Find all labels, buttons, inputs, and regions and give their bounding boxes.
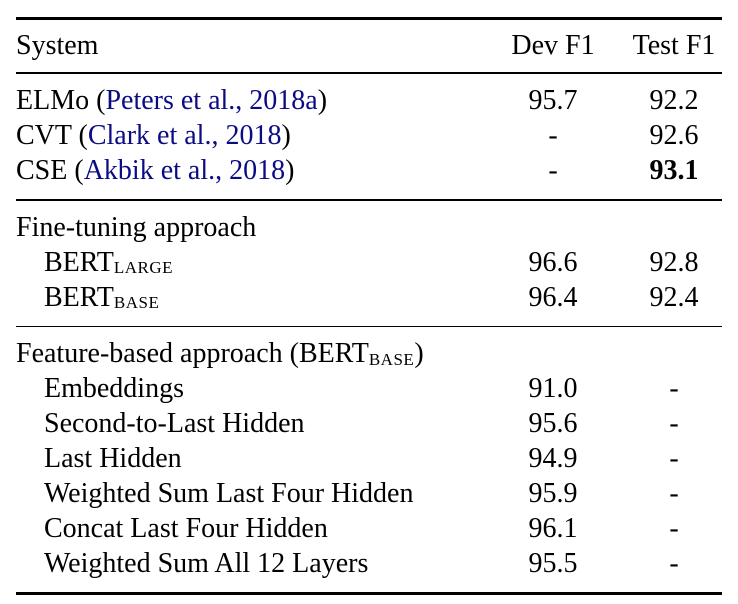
test-f1-value: 92.8 (649, 246, 699, 278)
dev-f1-value: 94.9 (528, 443, 578, 475)
model-size-subscript: BASE (368, 349, 415, 369)
table-row-weighted-sum-all-12: Weighted Sum All 12 Layers 95.5 - (16, 546, 722, 581)
close-paren: ) (281, 120, 291, 151)
top-rule (16, 17, 722, 20)
model-name: BERT (44, 281, 114, 313)
dev-f1-value: 95.9 (528, 478, 578, 510)
section-title-text: Feature-based approach (BERT (16, 338, 369, 370)
system-label: Embeddings (44, 373, 184, 405)
section-rule-2 (16, 325, 722, 328)
test-f1-value-best: 93.1 (649, 155, 699, 186)
close-paren: ) (317, 85, 328, 116)
test-f1-value: - (669, 373, 679, 405)
bottom-rule (16, 592, 722, 596)
table-row-bert-base: BERTBASE 96.4 92.4 (16, 280, 722, 315)
section-title-row-feature-based: Feature-based approach (BERTBASE) (16, 336, 722, 371)
dev-f1-value: - (548, 120, 558, 151)
system-name: CSE ( (16, 155, 84, 186)
table-row-bert-large: BERTLARGE 96.6 92.8 (16, 245, 722, 280)
system-label: BERTLARGE (16, 245, 505, 280)
dev-f1-value: - (548, 155, 558, 186)
model-size-subscript: BASE (113, 293, 160, 313)
section-title: Feature-based approach (BERTBASE) (16, 336, 505, 371)
section-feature-based: Feature-based approach (BERTBASE) Embedd… (16, 327, 722, 592)
system-label: ELMo (Peters et al., 2018a) (16, 83, 505, 118)
dev-f1-value: 91.0 (528, 373, 578, 405)
test-f1-value: 92.6 (649, 120, 699, 151)
test-f1-value: - (669, 478, 679, 510)
system-label: BERTBASE (16, 280, 505, 315)
table-header-row: System Dev F1 Test F1 (16, 20, 722, 72)
section-rule-1 (16, 199, 722, 201)
dev-f1-value: 95.6 (528, 408, 578, 440)
section-title-row-fine-tuning: Fine-tuning approach (16, 210, 722, 245)
table-row-second-to-last-hidden: Second-to-Last Hidden 95.6 - (16, 406, 722, 441)
system-label: Last Hidden (44, 443, 182, 475)
system-label: CSE (Akbik et al., 2018) (16, 153, 505, 188)
table-row-embeddings: Embeddings 91.0 - (16, 371, 722, 406)
table-row-last-hidden: Last Hidden 94.9 - (16, 441, 722, 476)
section-title: Fine-tuning approach (16, 211, 257, 243)
section-fine-tuning: Fine-tuning approach BERTLARGE 96.6 92.8… (16, 201, 722, 326)
citation-link-peters-2018a[interactable]: Peters et al., 2018a (105, 85, 318, 116)
table-row-cse: CSE (Akbik et al., 2018) - 93.1 (16, 153, 722, 188)
col-header-test-f1: Test F1 (632, 30, 716, 61)
system-name: CVT ( (16, 120, 88, 151)
test-f1-value: 92.2 (649, 85, 699, 116)
dev-f1-value: 96.1 (528, 513, 578, 545)
header-rule (16, 72, 722, 74)
col-header-system: System (16, 30, 99, 61)
test-f1-value: - (669, 408, 679, 440)
section-prior-work: ELMo (Peters et al., 2018a) 95.7 92.2 CV… (16, 74, 722, 199)
model-size-subscript: LARGE (113, 258, 174, 278)
model-name: BERT (44, 246, 114, 278)
system-label: Weighted Sum All 12 Layers (44, 548, 369, 580)
system-label: Concat Last Four Hidden (44, 513, 328, 545)
table-row-elmo: ELMo (Peters et al., 2018a) 95.7 92.2 (16, 83, 722, 118)
dev-f1-value: 95.7 (528, 85, 578, 116)
close-paren: ) (285, 155, 295, 186)
test-f1-value: 92.4 (649, 281, 699, 313)
test-f1-value: - (669, 513, 679, 545)
table-row-concat-last-four: Concat Last Four Hidden 96.1 - (16, 511, 722, 546)
results-table: System Dev F1 Test F1 ELMo (Peters et al… (16, 17, 722, 596)
system-label: Weighted Sum Last Four Hidden (44, 478, 414, 510)
table-row-cvt: CVT (Clark et al., 2018) - 92.6 (16, 118, 722, 153)
citation-link-akbik-2018[interactable]: Akbik et al., 2018 (83, 155, 286, 186)
system-name: ELMo ( (16, 85, 106, 116)
dev-f1-value: 96.4 (528, 281, 578, 313)
col-header-dev-f1: Dev F1 (511, 30, 595, 61)
test-f1-value: - (669, 548, 679, 580)
close-paren: ) (414, 338, 424, 370)
citation-link-clark-2018[interactable]: Clark et al., 2018 (87, 120, 282, 151)
test-f1-value: - (669, 443, 679, 475)
system-label: Second-to-Last Hidden (44, 408, 305, 440)
dev-f1-value: 96.6 (528, 246, 578, 278)
dev-f1-value: 95.5 (528, 548, 578, 580)
system-label: CVT (Clark et al., 2018) (16, 118, 505, 153)
table-row-weighted-sum-last-four: Weighted Sum Last Four Hidden 95.9 - (16, 476, 722, 511)
